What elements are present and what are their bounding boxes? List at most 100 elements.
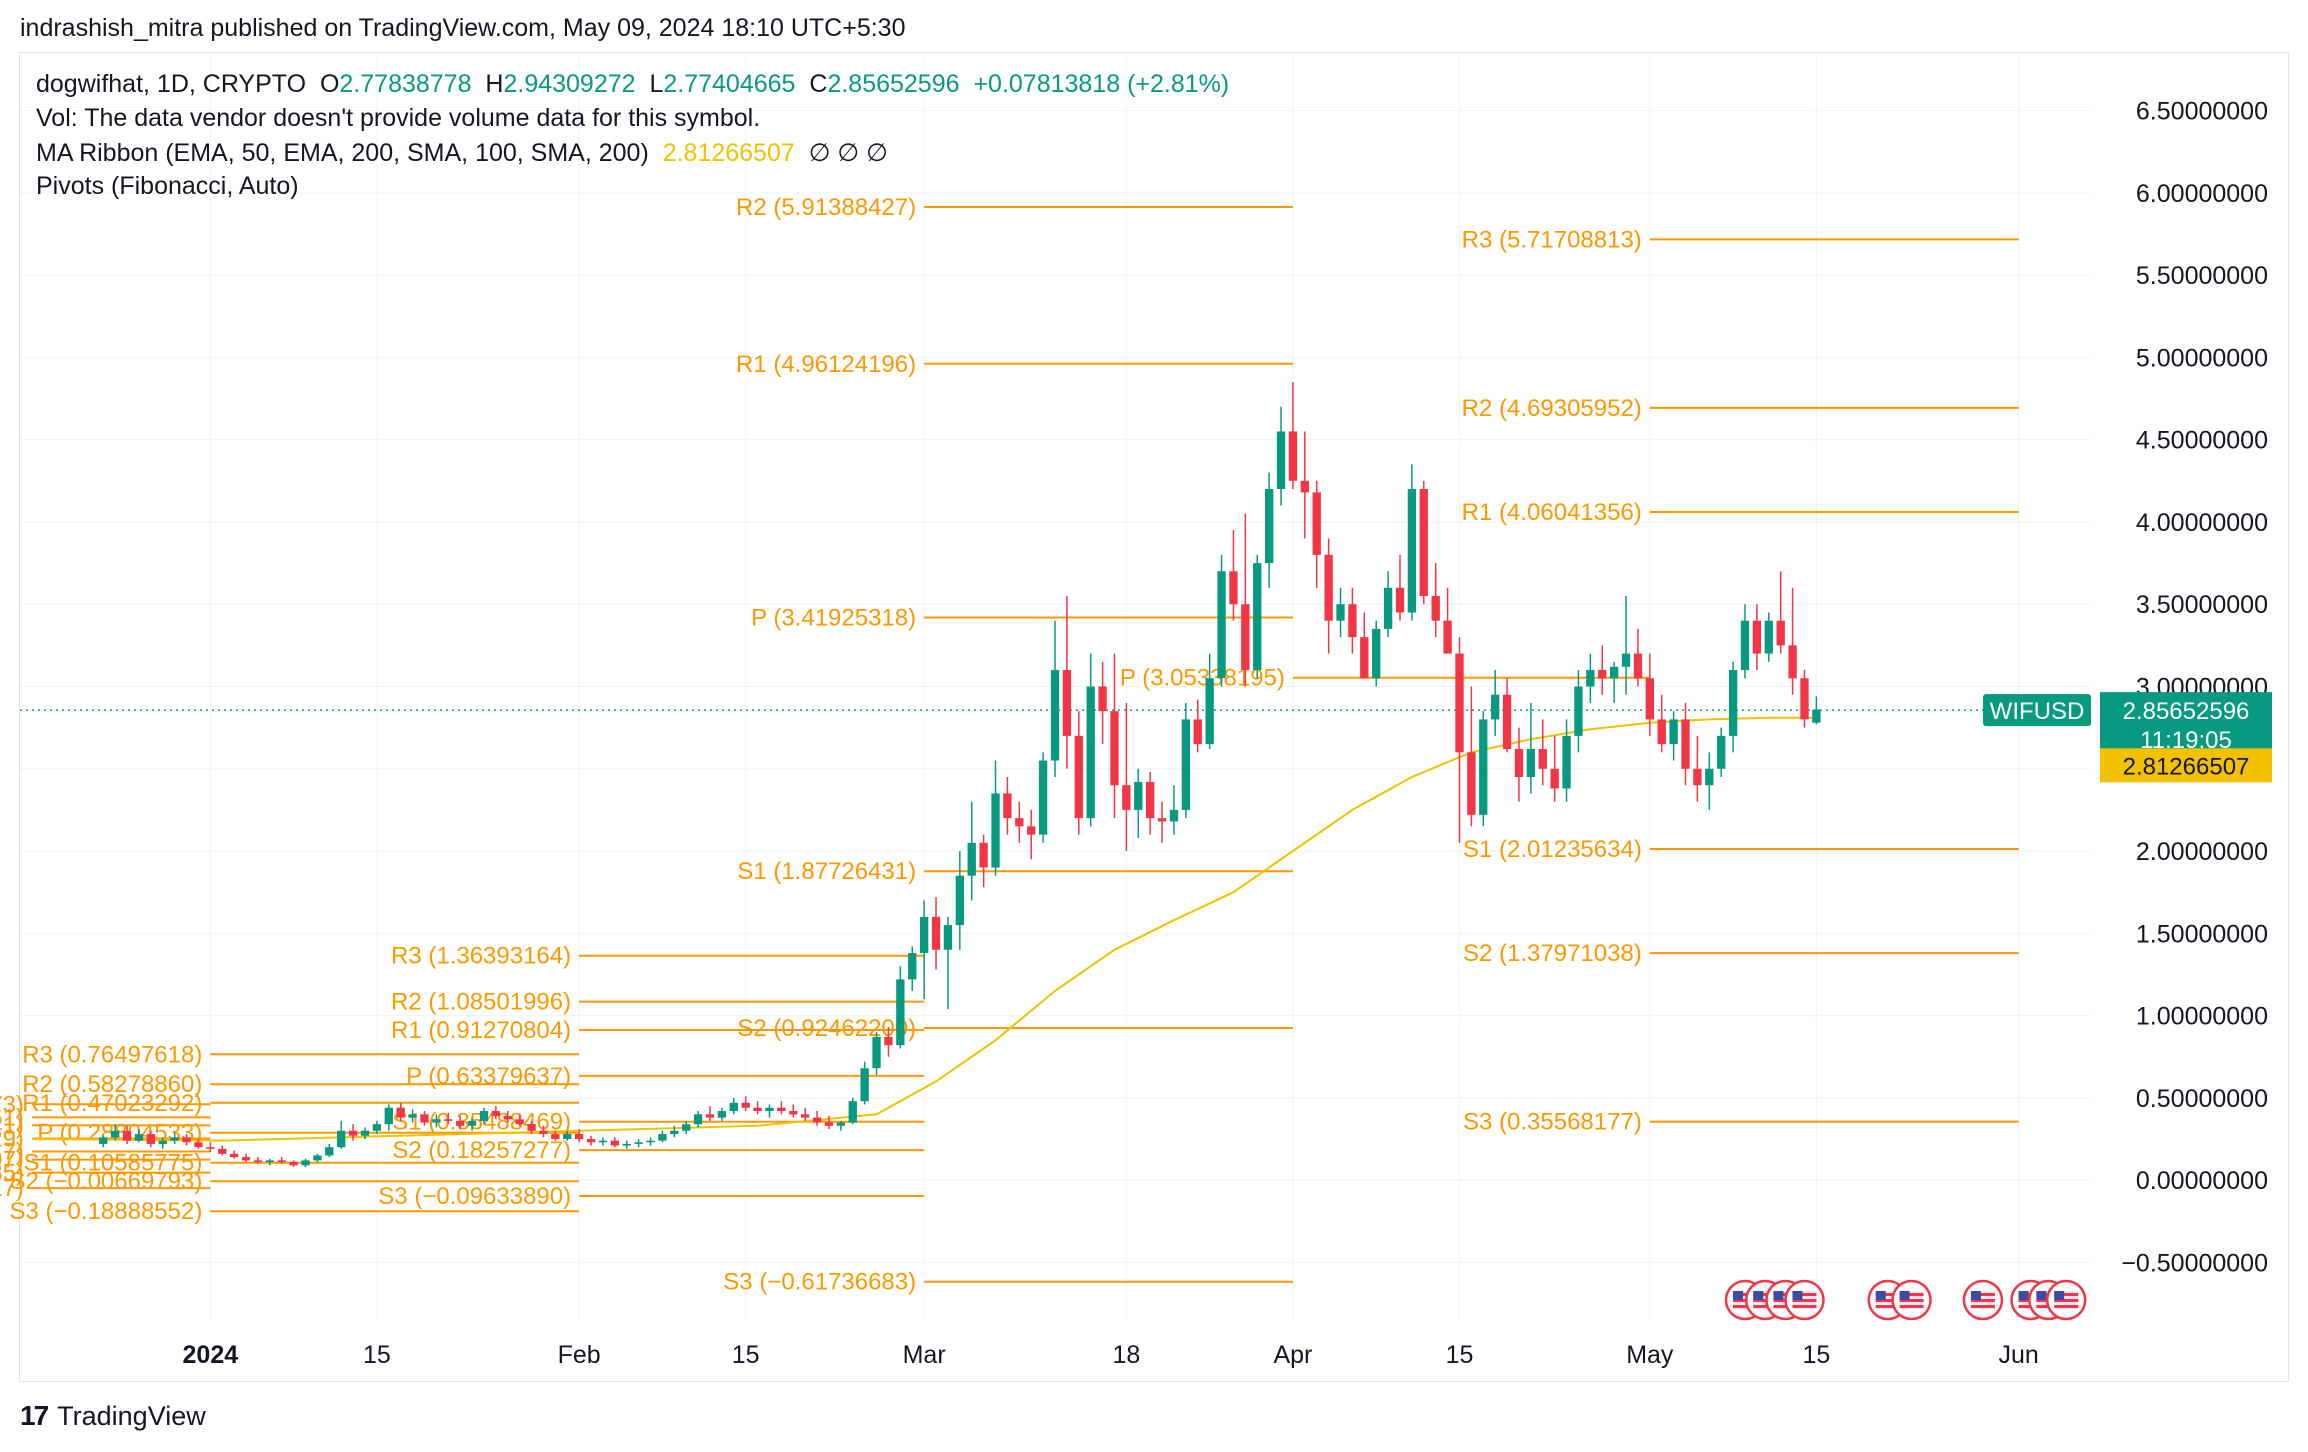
candle-body[interactable]	[931, 916, 941, 950]
candle-body[interactable]	[1300, 480, 1309, 493]
candle-body[interactable]	[991, 793, 1000, 868]
candle-body[interactable]	[1526, 749, 1536, 777]
candle-body[interactable]	[1074, 735, 1083, 819]
tradingview-brand[interactable]: 17 TradingView	[20, 1400, 206, 1432]
candle-body[interactable]	[1562, 735, 1571, 789]
candle-body[interactable]	[1169, 809, 1179, 822]
candle-body[interactable]	[598, 1140, 608, 1143]
ma-ribbon-legend[interactable]: MA Ribbon (EMA, 50, EMA, 200, SMA, 100, …	[36, 138, 888, 168]
candle-body[interactable]	[1514, 749, 1524, 777]
candle-body[interactable]	[1181, 719, 1191, 810]
pivots-legend[interactable]: Pivots (Fibonacci, Auto)	[36, 172, 299, 200]
candle-body[interactable]	[1003, 793, 1012, 819]
candle-body[interactable]	[1193, 719, 1202, 745]
candle-body[interactable]	[1788, 645, 1797, 679]
candle-body[interactable]	[1681, 719, 1690, 769]
candle-body[interactable]	[610, 1140, 619, 1146]
candle-body[interactable]	[420, 1114, 429, 1123]
candle-body[interactable]	[1229, 571, 1238, 605]
candle-body[interactable]	[206, 1147, 215, 1149]
price-tag-box[interactable]	[2100, 692, 2272, 755]
candle-body[interactable]	[1740, 620, 1750, 671]
candle-body[interactable]	[919, 916, 929, 954]
candle-body[interactable]	[1479, 719, 1488, 815]
candle-body[interactable]	[1502, 694, 1512, 750]
candle-body[interactable]	[1419, 489, 1428, 596]
candle-body[interactable]	[860, 1068, 869, 1102]
candle-body[interactable]	[812, 1117, 822, 1123]
candle-body[interactable]	[1633, 653, 1643, 679]
candle-body[interactable]	[1621, 653, 1631, 667]
candle-body[interactable]	[1609, 666, 1619, 679]
candle-body[interactable]	[884, 1036, 893, 1046]
candle-body[interactable]	[1027, 826, 1036, 835]
candle-body[interactable]	[1146, 781, 1155, 819]
candle-body[interactable]	[467, 1120, 477, 1126]
candle-body[interactable]	[1455, 653, 1464, 753]
candle-body[interactable]	[1253, 563, 1262, 671]
candle-body[interactable]	[1360, 637, 1369, 679]
candle-body[interactable]	[1574, 686, 1583, 736]
candle-body[interactable]	[824, 1122, 834, 1126]
candle-body[interactable]	[705, 1114, 715, 1118]
candle-body[interactable]	[277, 1160, 286, 1163]
candle-body[interactable]	[551, 1134, 560, 1139]
candle-body[interactable]	[563, 1134, 572, 1139]
candle-body[interactable]	[1062, 670, 1072, 736]
candle-body[interactable]	[1098, 686, 1107, 712]
candle-body[interactable]	[408, 1114, 417, 1118]
candle-body[interactable]	[1752, 620, 1762, 654]
candle-body[interactable]	[777, 1107, 786, 1112]
candle-body[interactable]	[194, 1142, 203, 1148]
candle-body[interactable]	[836, 1122, 846, 1126]
candle-body[interactable]	[1383, 587, 1393, 629]
candle-body[interactable]	[491, 1111, 501, 1116]
candle-body[interactable]	[1205, 678, 1214, 745]
candle-body[interactable]	[1241, 604, 1250, 671]
candle-body[interactable]	[1728, 670, 1738, 736]
candle-body[interactable]	[872, 1036, 881, 1069]
candle-body[interactable]	[801, 1114, 810, 1118]
candle-body[interactable]	[229, 1153, 239, 1158]
candle-body[interactable]	[622, 1143, 631, 1146]
candle-body[interactable]	[1764, 620, 1773, 654]
candle-body[interactable]	[1669, 719, 1678, 745]
candle-body[interactable]	[682, 1124, 691, 1131]
candle-body[interactable]	[789, 1111, 798, 1115]
candle-body[interactable]	[1038, 760, 1048, 835]
candle-body[interactable]	[1586, 670, 1595, 687]
candle-body[interactable]	[1776, 620, 1785, 646]
candle-body[interactable]	[1336, 604, 1345, 621]
candle-body[interactable]	[1110, 711, 1119, 786]
ma-tag-box[interactable]	[2100, 748, 2272, 783]
candle-body[interactable]	[241, 1157, 251, 1161]
candle-body[interactable]	[955, 875, 964, 926]
candle-body[interactable]	[1657, 719, 1666, 745]
candle-body[interactable]	[967, 842, 976, 876]
candle-body[interactable]	[1395, 587, 1405, 613]
candle-body[interactable]	[1264, 489, 1274, 564]
candle-body[interactable]	[1372, 628, 1381, 679]
candle-body[interactable]	[325, 1147, 334, 1156]
candle-body[interactable]	[1134, 781, 1143, 810]
candle-body[interactable]	[1157, 818, 1167, 822]
candle-body[interactable]	[1407, 489, 1417, 613]
candle-body[interactable]	[753, 1107, 762, 1112]
candle-body[interactable]	[1693, 768, 1702, 786]
candle-body[interactable]	[574, 1134, 584, 1139]
candle-body[interactable]	[1050, 670, 1060, 761]
volume-legend[interactable]: Vol: The data vendor doesn't provide vol…	[36, 104, 761, 132]
candle-body[interactable]	[122, 1130, 132, 1141]
candle-body[interactable]	[515, 1119, 524, 1125]
candle-body[interactable]	[158, 1140, 167, 1144]
candle-body[interactable]	[1550, 768, 1559, 789]
candle-body[interactable]	[253, 1160, 263, 1163]
candle-body[interactable]	[717, 1111, 727, 1118]
candle-body[interactable]	[646, 1140, 655, 1143]
candle-body[interactable]	[360, 1130, 370, 1136]
candle-body[interactable]	[99, 1137, 108, 1144]
candle-body[interactable]	[348, 1130, 358, 1136]
candle-body[interactable]	[372, 1124, 382, 1131]
candle-body[interactable]	[1705, 768, 1714, 786]
candle-body[interactable]	[218, 1148, 227, 1154]
